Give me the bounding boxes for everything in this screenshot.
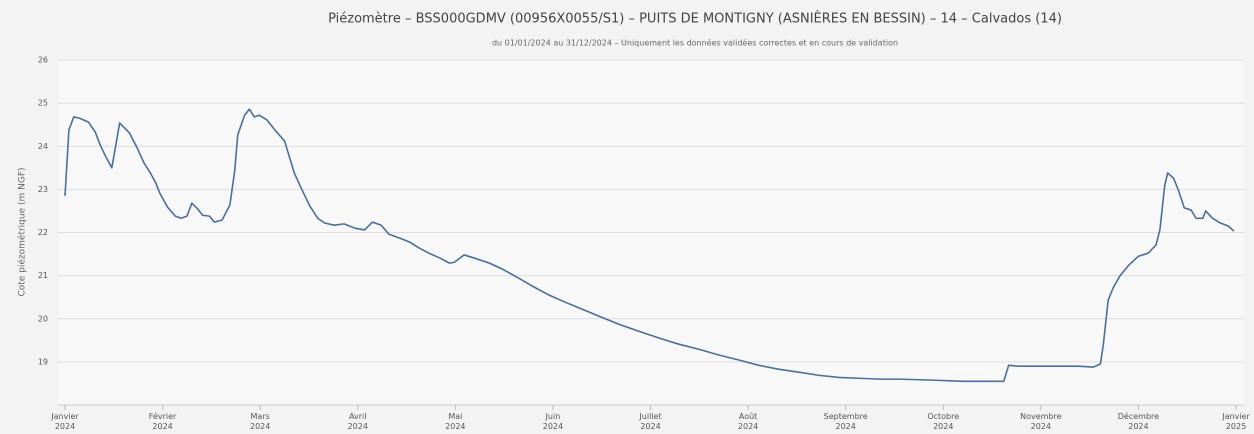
x-tick-label: Août 2024 [738, 412, 758, 431]
y-tick-label: 26 [38, 56, 48, 65]
x-tick-label: Mai 2024 [445, 412, 465, 431]
y-tick-label: 20 [38, 314, 48, 323]
y-tick-label: 21 [38, 271, 48, 280]
x-tick-label: Octobre 2024 [927, 412, 959, 431]
y-tick-label: 25 [38, 99, 48, 108]
y-tick-label: 22 [38, 228, 48, 237]
x-tick-label: Juin 2024 [543, 412, 563, 431]
x-tick-label: Janvier 2025 [1221, 412, 1250, 431]
x-tick-label: Novembre 2024 [1020, 412, 1062, 431]
chart-title: Piézomètre – BSS000GDMV (00956X0055/S1) … [328, 11, 1062, 27]
x-tick-label: Juillet 2024 [638, 412, 661, 431]
y-tick-label: 23 [38, 185, 48, 194]
x-tick-label: Décembre 2024 [1118, 411, 1159, 431]
x-tick-label: Avril 2024 [348, 412, 368, 431]
y-axis-title: Cote piézométrique (m NGF) [17, 167, 28, 296]
x-tick-label: Février 2024 [149, 411, 177, 431]
x-tick-label: Janvier 2024 [50, 412, 79, 431]
chart-subtitle: du 01/01/2024 au 31/12/2024 – Uniquement… [492, 38, 898, 48]
x-tick-label: Mars 2024 [250, 412, 270, 431]
x-tick-label: Septembre 2024 [824, 412, 868, 431]
y-tick-label: 24 [38, 142, 48, 151]
data-line [64, 108, 1235, 383]
y-tick-label: 19 [38, 357, 48, 366]
